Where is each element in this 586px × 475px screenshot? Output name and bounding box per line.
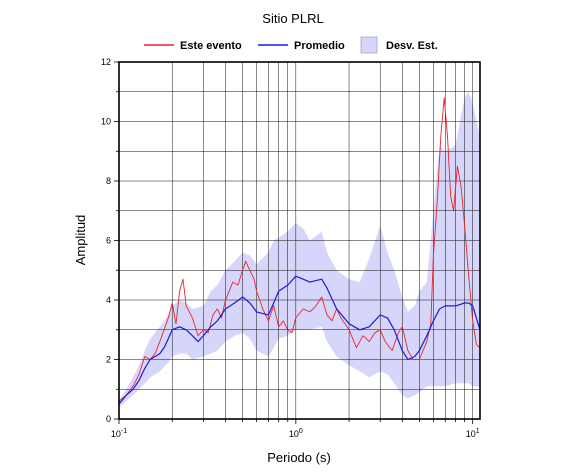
legend-label-promedio: Promedio <box>294 40 345 52</box>
series-line-promedio <box>119 275 480 405</box>
x-tick-label: 101 <box>466 428 480 439</box>
legend-label-desv-est: Desv. Est. <box>386 40 438 52</box>
legend: Este evento Promedio Desv. Est. <box>144 36 438 54</box>
std-dev-band-layer <box>119 91 480 408</box>
std-dev-band <box>119 91 480 408</box>
chart-title: Sitio PLRL <box>262 11 323 26</box>
y-tick-label: 0 <box>106 414 111 424</box>
y-tick-label: 6 <box>106 236 111 246</box>
axes: 0 2 4 6 8 10 12 10-1 100 101 <box>101 57 481 439</box>
grid <box>118 61 480 420</box>
y-tick-label: 12 <box>101 57 111 67</box>
x-tick-label: 10-1 <box>111 428 127 439</box>
y-tick-label: 10 <box>101 117 111 127</box>
x-tick-label: 100 <box>289 428 303 439</box>
y-axis-title: Amplitud <box>73 215 88 266</box>
series-line-este-evento <box>119 97 480 402</box>
y-tick-label: 4 <box>106 295 111 305</box>
legend-swatch-desv-est <box>360 36 378 54</box>
y-tick-label: 8 <box>106 176 111 186</box>
series-layer <box>119 97 480 405</box>
y-tick-label: 2 <box>106 355 111 365</box>
x-axis-title: Periodo (s) <box>267 450 331 465</box>
legend-label-este-evento: Este evento <box>180 40 242 52</box>
